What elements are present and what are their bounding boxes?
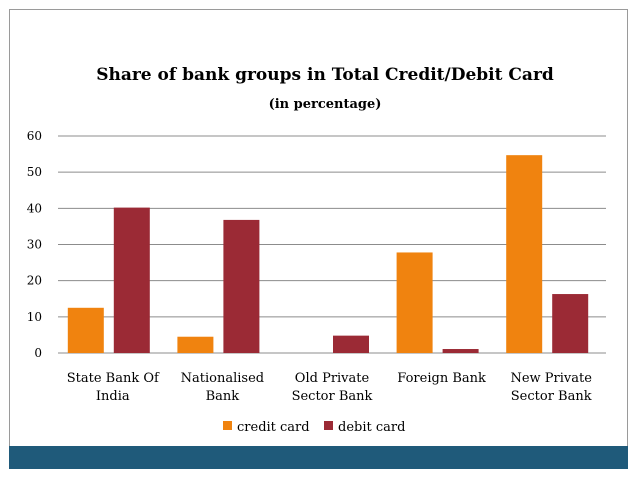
bar-debit-card <box>333 335 369 353</box>
y-tick-label: 20 <box>27 274 42 288</box>
legend-label: debit card <box>338 420 405 435</box>
y-tick-label: 50 <box>27 165 42 179</box>
bars <box>67 155 589 353</box>
bar-credit-card <box>396 252 433 353</box>
bar-credit-card <box>506 155 543 353</box>
x-category-label: Old Private <box>295 371 370 386</box>
bar-credit-card <box>67 307 104 353</box>
x-category-label: State Bank Of <box>67 371 160 386</box>
legend-swatch <box>223 421 232 430</box>
y-axis-ticks: 0 10 20 30 40 50 60 <box>27 129 42 360</box>
footer-bar <box>9 446 628 469</box>
legend: credit card debit card <box>223 420 405 435</box>
x-category-label: India <box>96 389 130 404</box>
y-tick-label: 40 <box>27 201 42 215</box>
x-category-label: Sector Bank <box>292 389 373 404</box>
legend-swatch <box>324 421 333 430</box>
y-tick-label: 30 <box>27 238 42 252</box>
x-category-label: Nationalised <box>181 371 264 386</box>
bar-debit-card <box>223 219 260 353</box>
y-tick-label: 0 <box>34 346 42 360</box>
x-category-label: New Private <box>510 371 592 386</box>
y-tick-label: 60 <box>27 129 42 143</box>
x-category-label: Bank <box>206 389 240 404</box>
x-axis-categories: State Bank Of India Nationalised Bank Old Pr… <box>67 371 592 404</box>
bar-credit-card <box>177 336 214 353</box>
bar-debit-card <box>442 349 479 353</box>
y-tick-label: 10 <box>27 310 42 324</box>
chart-subtitle: (in percentage) <box>269 97 382 112</box>
bar-debit-card <box>552 294 589 353</box>
x-category-label: Foreign Bank <box>397 371 486 386</box>
x-category-label: Sector Bank <box>511 389 592 404</box>
legend-label: credit card <box>237 420 310 435</box>
bar-debit-card <box>113 207 150 353</box>
chart-title: Share of bank groups in Total Credit/Deb… <box>96 65 554 85</box>
